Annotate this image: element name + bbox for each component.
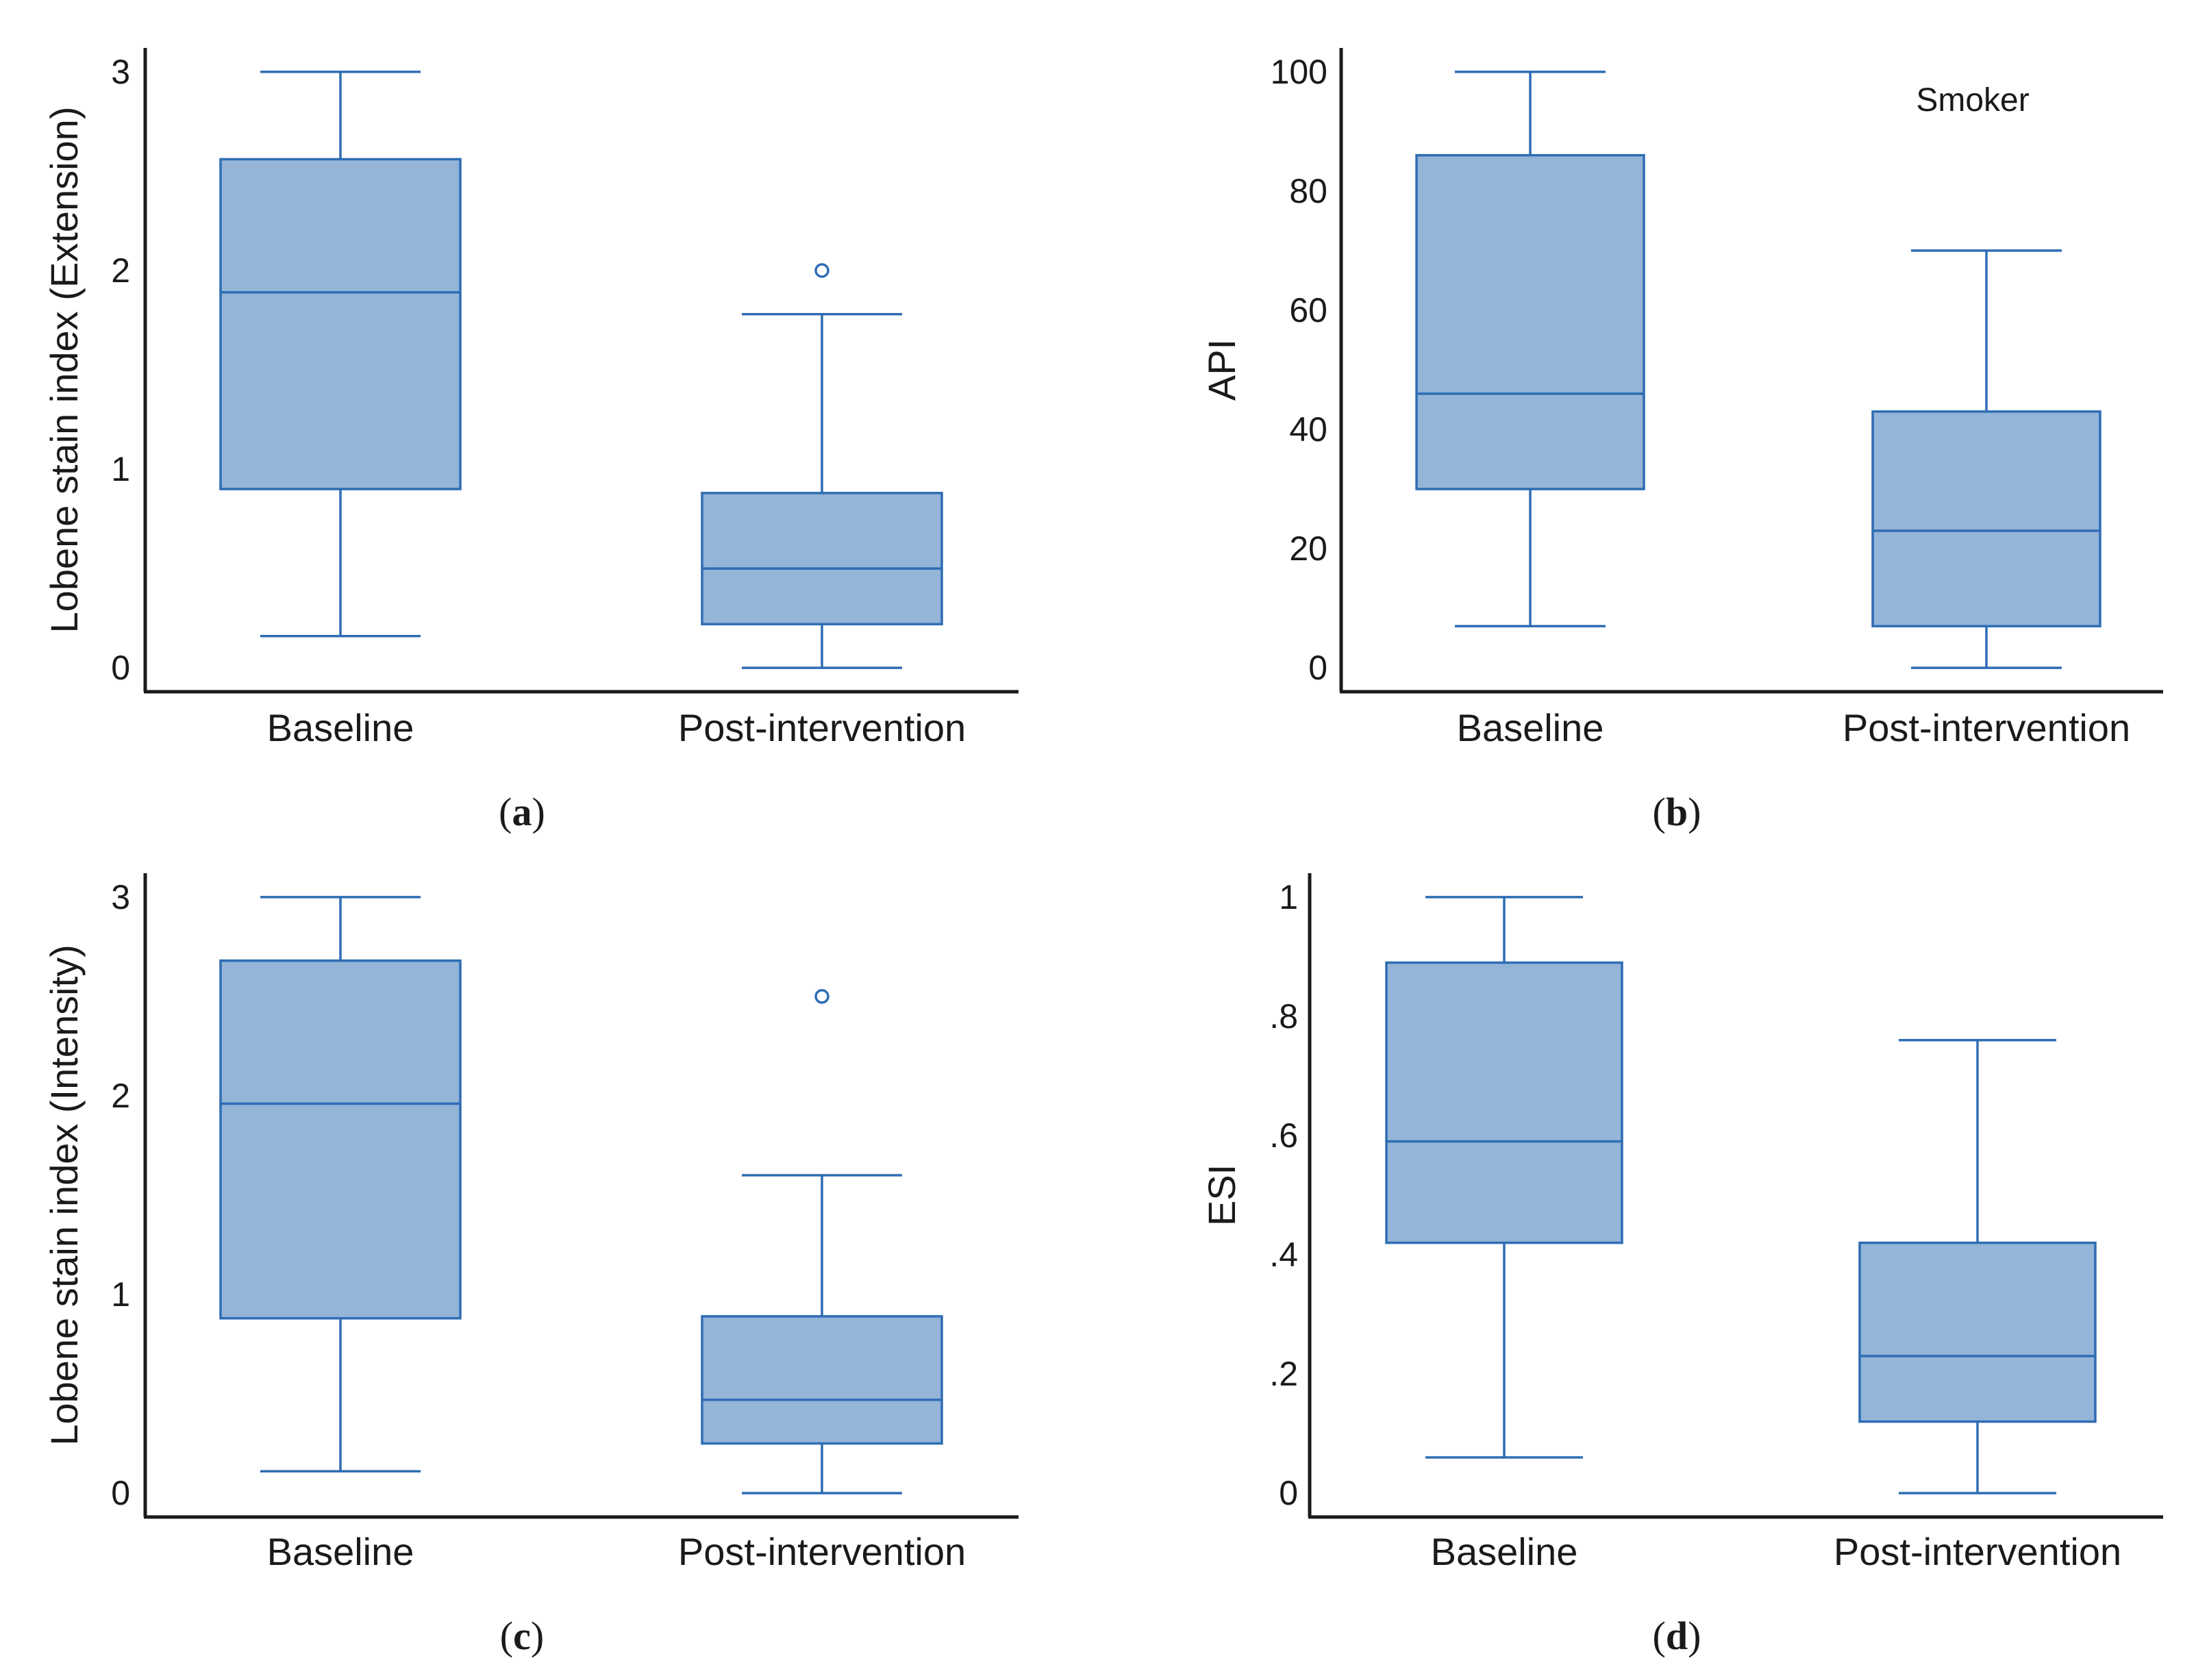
box-post-intervention — [701, 263, 943, 669]
y-tick-label: .2 — [1269, 1355, 1298, 1393]
x-category-label: Baseline — [267, 706, 414, 749]
x-category-label: Post-intervention — [678, 1530, 966, 1573]
iqr-box — [219, 158, 462, 490]
y-tick-label: .6 — [1269, 1116, 1298, 1155]
panel-caption: (c) — [500, 1614, 544, 1658]
panel-annotation: Smoker — [1916, 82, 2029, 118]
box-post-intervention — [1858, 1038, 2097, 1494]
y-tick-label: 1 — [1279, 878, 1298, 916]
y-tick-label: 80 — [1289, 172, 1327, 210]
iqr-box — [1858, 1241, 2097, 1423]
x-category-label: Baseline — [267, 1530, 414, 1573]
y-tick-label: 1 — [111, 1275, 130, 1314]
x-category-label: Post-intervention — [1843, 706, 2130, 749]
y-tick-label: 40 — [1289, 410, 1327, 449]
box-baseline — [1385, 896, 1623, 1459]
y-tick-label: 0 — [111, 649, 130, 687]
outlier-point — [814, 263, 829, 278]
y-tick-label: 2 — [111, 251, 130, 290]
y-axis-label: Lobene stain index (Intensity) — [42, 944, 86, 1446]
iqr-box — [701, 492, 943, 626]
panel-caption: (a) — [499, 790, 545, 834]
panel-a: 0 1 2 3 Lobene stain index (Extension) Baseli… — [42, 48, 1019, 834]
panel-caption: (d) — [1653, 1614, 1701, 1658]
y-tick-label: 1 — [111, 450, 130, 488]
box-post-intervention — [701, 989, 943, 1494]
y-axis-label: Lobene stain index (Extension) — [42, 107, 86, 634]
box-baseline — [1415, 71, 1645, 628]
x-category-label: Post-intervention — [1834, 1530, 2121, 1573]
panel-b: 0 20 40 60 80 100 API Baseline Post-intervention… — [1200, 48, 2163, 834]
outlier-point — [814, 989, 829, 1004]
box-post-intervention — [1871, 249, 2101, 669]
panel-c: 0 1 2 3 Lobene stain index (Intensity) Baseli… — [42, 873, 1019, 1658]
y-tick-label: 0 — [1279, 1474, 1298, 1512]
y-tick-label: 20 — [1289, 529, 1327, 568]
x-category-label: Baseline — [1457, 706, 1604, 749]
y-tick-label: .4 — [1269, 1236, 1298, 1274]
box-baseline — [219, 896, 462, 1473]
iqr-box — [701, 1315, 943, 1445]
y-tick-label: 3 — [111, 878, 130, 916]
y-tick-label: 2 — [111, 1077, 130, 1115]
iqr-box — [219, 959, 462, 1320]
y-tick-label: 0 — [111, 1474, 130, 1512]
y-axis-label: API — [1200, 339, 1243, 401]
y-tick-label: .8 — [1269, 997, 1298, 1036]
x-category-label: Post-intervention — [678, 706, 966, 749]
panel-d: 0 .2 .4 .6 .8 1 ESI Baseline Post-intervention (d… — [1200, 873, 2163, 1658]
panel-caption: (b) — [1653, 790, 1701, 834]
x-category-label: Baseline — [1431, 1530, 1578, 1573]
box-baseline — [219, 71, 462, 638]
y-tick-label: 100 — [1271, 53, 1327, 91]
iqr-box — [1385, 961, 1623, 1244]
iqr-box — [1415, 153, 1645, 490]
y-tick-label: 60 — [1289, 291, 1327, 329]
iqr-box — [1871, 410, 2101, 628]
y-tick-label: 0 — [1308, 649, 1327, 687]
y-tick-label: 3 — [111, 53, 130, 91]
y-axis-label: ESI — [1200, 1164, 1243, 1226]
